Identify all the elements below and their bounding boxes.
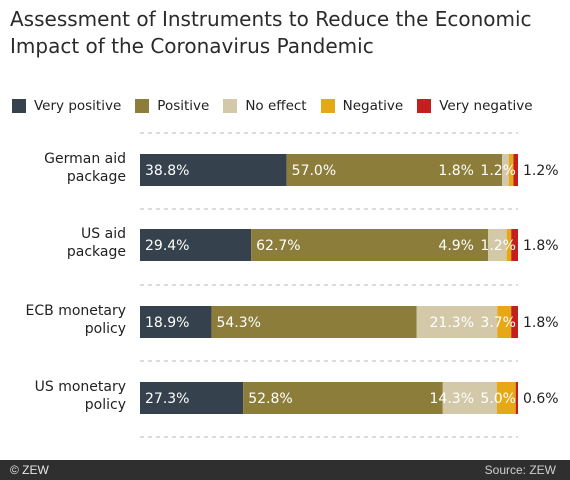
category-label: US aid package <box>67 226 126 260</box>
legend-item: No effect <box>223 98 307 114</box>
category-label: US monetary policy <box>35 379 126 413</box>
category-label: ECB monetary policy <box>26 303 126 337</box>
legend-label: Very positive <box>34 98 122 114</box>
bar-segment <box>513 154 518 186</box>
data-label: 0.6% <box>523 391 559 407</box>
source-text: Source: ZEW <box>484 463 556 477</box>
bar-segment <box>442 382 497 414</box>
chart-legend: Very positive Positive No effect Negative Ve… <box>12 96 547 116</box>
bar-segment <box>515 382 518 414</box>
legend-label: No effect <box>245 98 307 114</box>
data-label: 3.7% <box>480 315 516 331</box>
data-label: 1.8% <box>438 163 474 179</box>
bar-segment <box>511 306 518 338</box>
legend-item: Very positive <box>12 98 121 114</box>
bar-segment <box>511 229 518 261</box>
legend-swatch <box>223 99 238 113</box>
category-label: German aid package <box>44 151 126 185</box>
data-label: 14.3% <box>430 391 474 407</box>
data-label: 5.0% <box>480 391 516 407</box>
data-label: 1.2% <box>523 163 559 179</box>
legend-swatch <box>12 99 26 113</box>
legend-label: Negative <box>342 98 404 114</box>
bar-segment <box>243 382 443 414</box>
data-label: 52.8% <box>248 391 292 407</box>
legend-swatch <box>417 99 432 113</box>
bar-segment <box>496 382 516 414</box>
bar-segment <box>506 229 512 261</box>
data-label: 1.2% <box>480 238 516 254</box>
data-label: 38.8% <box>145 163 189 179</box>
bar-segment <box>497 306 512 338</box>
bar-segment <box>140 306 212 338</box>
data-label: 1.2% <box>480 163 516 179</box>
legend-swatch <box>320 99 335 113</box>
bar-segment <box>140 382 244 414</box>
data-label: 54.3% <box>216 315 260 331</box>
bar-segment <box>211 306 417 338</box>
bar-segment <box>502 154 509 186</box>
legend-item: Positive <box>135 98 209 114</box>
data-label: 4.9% <box>438 238 474 254</box>
data-label: 18.9% <box>145 315 189 331</box>
bar-segment <box>488 229 507 261</box>
data-label: 1.8% <box>523 238 559 254</box>
legend-label: Positive <box>157 98 210 114</box>
legend-label: Very negative <box>439 98 533 114</box>
bar-segment <box>508 154 514 186</box>
bar-segment <box>140 229 252 261</box>
data-label: 62.7% <box>256 238 300 254</box>
data-label: 1.8% <box>523 315 559 331</box>
chart-plot: German aid package 38.8% 57.0% 1.2% 1.8% 1.2% U… <box>26 132 559 438</box>
legend-swatch <box>135 99 150 113</box>
data-label: 57.0% <box>292 163 336 179</box>
bar-segment <box>140 154 287 186</box>
bar-segment <box>251 229 489 261</box>
chart-title: Assessment of Instruments to Reduce the … <box>10 7 532 58</box>
legend-item: Negative <box>320 98 404 114</box>
footer-bar: © ZEW Source: ZEW <box>0 460 570 480</box>
copyright-text: © ZEW <box>10 463 49 477</box>
legend-item: Very negative <box>417 98 533 114</box>
data-label: 21.3% <box>430 315 474 331</box>
data-label: 29.4% <box>145 238 189 254</box>
bar-segment <box>416 306 498 338</box>
bar-segment <box>286 154 503 186</box>
data-label: 27.3% <box>145 391 189 407</box>
